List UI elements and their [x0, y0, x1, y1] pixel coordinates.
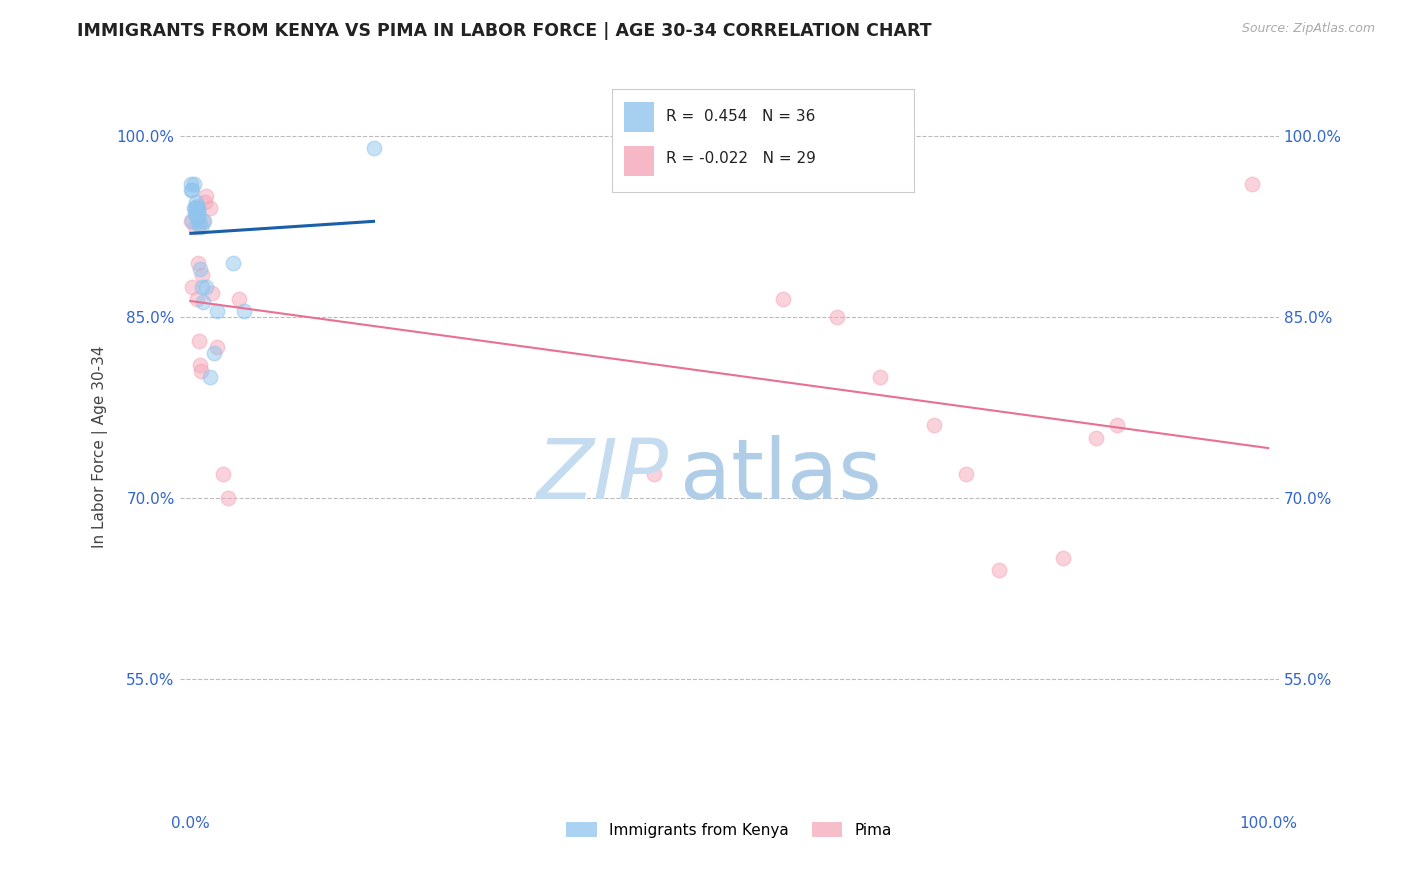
Point [207, 304, 229, 318]
Point [186, 207, 208, 221]
Point [187, 207, 209, 221]
Point [184, 207, 207, 221]
Point [222, 256, 245, 270]
Point [187, 202, 209, 216]
Point [955, 467, 977, 481]
Point [187, 334, 209, 348]
Point [187, 213, 209, 227]
Point [193, 295, 215, 310]
Point [181, 280, 204, 294]
Point [1052, 551, 1074, 566]
Point [187, 219, 209, 233]
Point [187, 256, 209, 270]
Point [198, 202, 221, 216]
Point [825, 310, 848, 324]
Legend: Immigrants from Kenya, Pima: Immigrants from Kenya, Pima [561, 815, 898, 844]
Point [869, 370, 891, 384]
Point [190, 364, 212, 378]
Point [186, 292, 208, 306]
Point [217, 491, 239, 505]
Text: R =  0.454   N = 36: R = 0.454 N = 36 [666, 109, 815, 124]
Point [181, 213, 204, 227]
Bar [624, 145, 654, 177]
Point [190, 219, 212, 234]
Point [186, 202, 208, 216]
Point [180, 178, 202, 192]
Point [187, 203, 209, 218]
Y-axis label: In Labor Force | Age 30-34: In Labor Force | Age 30-34 [93, 345, 108, 548]
Point [183, 178, 205, 192]
Point [201, 285, 224, 300]
Point [228, 292, 250, 306]
Text: ZIP: ZIP [537, 435, 669, 516]
Point [772, 292, 794, 306]
Point [233, 304, 256, 318]
Point [188, 261, 211, 276]
Text: Source: ZipAtlas.com: Source: ZipAtlas.com [1241, 22, 1375, 36]
Point [191, 280, 214, 294]
Point [1240, 178, 1263, 192]
Point [195, 280, 218, 294]
Text: atlas: atlas [679, 435, 882, 516]
Text: R = -0.022   N = 29: R = -0.022 N = 29 [666, 152, 815, 167]
Point [180, 183, 202, 197]
Point [186, 203, 208, 218]
Point [184, 207, 207, 221]
Point [187, 206, 209, 220]
Point [211, 467, 233, 481]
Point [180, 213, 202, 227]
Point [1107, 418, 1129, 433]
Point [184, 195, 207, 210]
Point [191, 268, 214, 282]
Point [184, 202, 207, 216]
Point [194, 195, 217, 210]
Point [198, 370, 221, 384]
Point [987, 563, 1010, 577]
Point [193, 213, 215, 227]
Point [186, 211, 208, 226]
Point [202, 346, 225, 360]
Point [1084, 430, 1107, 444]
Point [183, 207, 205, 221]
Point [186, 199, 208, 213]
Point [188, 358, 211, 372]
Point [207, 340, 229, 354]
Point [183, 219, 205, 234]
Point [922, 418, 945, 433]
Point [195, 189, 218, 203]
Text: IMMIGRANTS FROM KENYA VS PIMA IN LABOR FORCE | AGE 30-34 CORRELATION CHART: IMMIGRANTS FROM KENYA VS PIMA IN LABOR F… [77, 22, 932, 40]
Bar [624, 102, 654, 132]
Point [183, 202, 205, 216]
Point [643, 467, 665, 481]
Point [187, 211, 209, 226]
Point [181, 183, 204, 197]
Point [193, 213, 215, 227]
Point [183, 202, 205, 216]
Point [363, 141, 385, 155]
